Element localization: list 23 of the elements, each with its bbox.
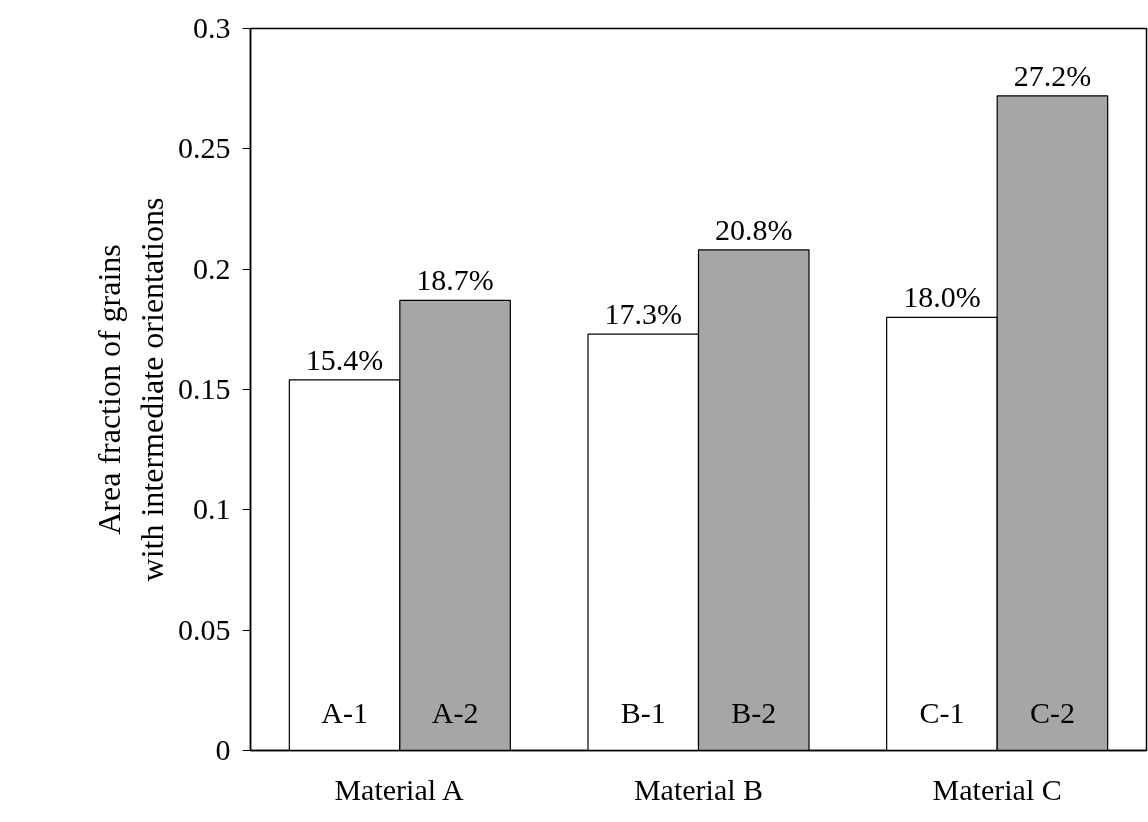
- x-tick-label: Material B: [633, 772, 764, 806]
- data-label: 17.3%: [604, 297, 682, 331]
- y-tick-label: 0.15: [178, 372, 231, 405]
- data-label: 27.2%: [1013, 58, 1092, 92]
- annotation: A-1: [321, 695, 368, 729]
- annotation: A-2: [431, 695, 479, 729]
- data-label: 15.4%: [305, 342, 384, 376]
- y-tick-label: 0.2: [193, 251, 231, 285]
- y-tick-label: 0.1: [193, 492, 231, 526]
- annotation: B-1: [620, 695, 666, 729]
- annotation: C-1: [919, 695, 965, 729]
- data-label: 18.7%: [416, 263, 494, 297]
- y-tick-label: 0: [215, 733, 231, 766]
- y-tick-label: 0.3: [193, 11, 231, 44]
- x-tick-label: Material A: [334, 772, 464, 806]
- y-axis-title: Area fraction of grains with intermediate orientations: [90, 197, 170, 582]
- data-label: 18.0%: [903, 280, 981, 314]
- y-tick-label: 0.25: [178, 131, 231, 165]
- annotation: B-2: [731, 695, 777, 729]
- annotation: C-2: [1029, 695, 1075, 729]
- y-tick-label: 0.05: [178, 612, 231, 646]
- x-tick-label: Material C: [932, 772, 1062, 806]
- data-label: 20.8%: [715, 212, 793, 246]
